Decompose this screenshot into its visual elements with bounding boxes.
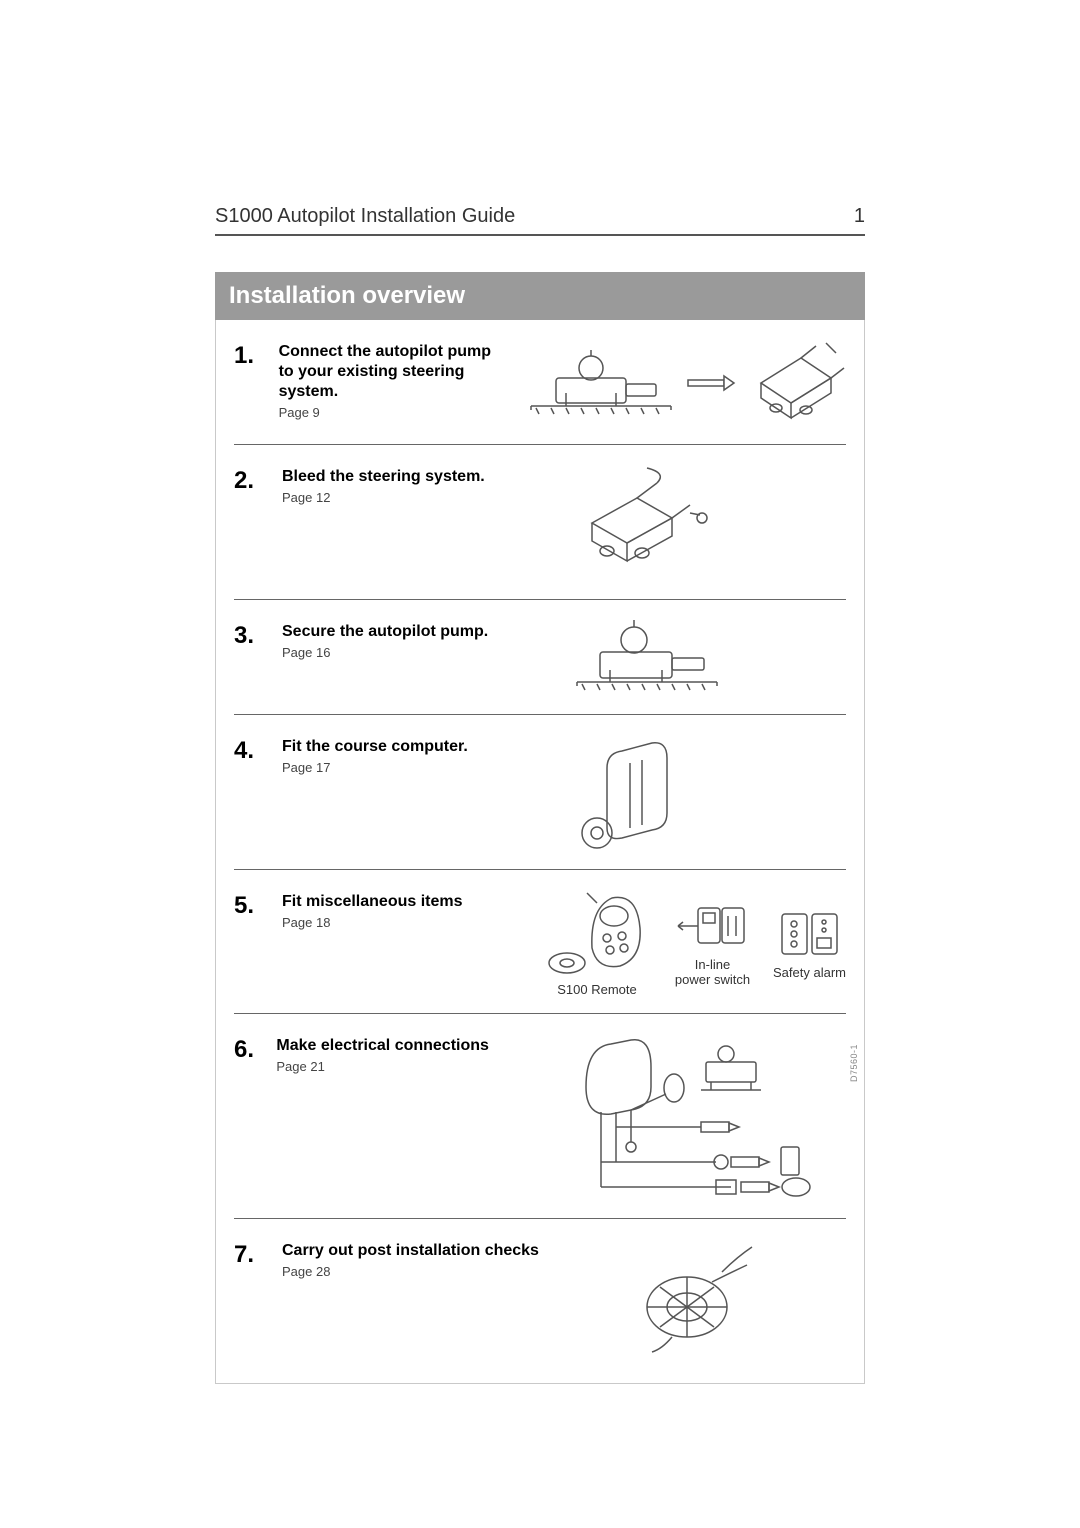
- step-text: Connect the autopilot pump to your exist…: [279, 338, 520, 428]
- step-1: 1. Connect the autopilot pump to your ex…: [234, 320, 846, 445]
- step-title-line1: Connect the autopilot pump: [279, 342, 520, 362]
- safety-alarm-icon: [774, 906, 844, 961]
- step-number: 2.: [234, 463, 282, 583]
- step-title-line1: Make electrical connections: [276, 1036, 506, 1056]
- step-text: Fit miscellaneous items Page 18: [282, 888, 542, 997]
- step-3: 3. Secure the autopilot pump. Page 16: [234, 600, 846, 715]
- step-text: Fit the course computer. Page 17: [282, 733, 542, 853]
- step-text: Bleed the steering system. Page 12: [282, 463, 542, 583]
- page-number: 1: [854, 205, 865, 228]
- step-title-line1: Fit the course computer.: [282, 737, 542, 757]
- image-column: S100 Remote: [542, 888, 652, 997]
- section-title-bar: Installation overview: [215, 272, 865, 320]
- section-title: Installation overview: [229, 282, 465, 309]
- step-title-line2: to your existing steering system.: [279, 362, 520, 402]
- image-label: Safety alarm: [773, 965, 846, 980]
- step-page-ref: Page 17: [282, 760, 542, 775]
- step-images: [506, 1032, 846, 1202]
- page-header: S1000 Autopilot Installation Guide 1: [215, 205, 865, 236]
- step-images: [542, 618, 846, 698]
- image-column: In-line power switch: [668, 898, 758, 987]
- step-4: 4. Fit the course computer. Page 17: [234, 715, 846, 870]
- step-text: Make electrical connections Page 21: [276, 1032, 506, 1202]
- step-page-ref: Page 16: [282, 645, 542, 660]
- step-number: 3.: [234, 618, 282, 698]
- doc-reference: D7560-1: [849, 1044, 859, 1082]
- step-page-ref: Page 21: [276, 1059, 506, 1074]
- step-number: 4.: [234, 733, 282, 853]
- step-7: 7. Carry out post installation checks Pa…: [234, 1219, 846, 1373]
- step-text: Secure the autopilot pump. Page 16: [282, 618, 542, 698]
- step-title-line1: Fit miscellaneous items: [282, 892, 542, 912]
- step-images: [542, 1237, 846, 1357]
- image-column: Safety alarm: [773, 906, 846, 980]
- step-title-line1: Carry out post installation checks: [282, 1241, 542, 1261]
- step-title-line1: Bleed the steering system.: [282, 467, 542, 487]
- overview-box: 1. Connect the autopilot pump to your ex…: [215, 320, 865, 1384]
- step-6: 6. Make electrical connections Page 21: [234, 1014, 846, 1219]
- image-label: In-line power switch: [675, 957, 750, 987]
- image-label: S100 Remote: [557, 982, 637, 997]
- step-number: 7.: [234, 1237, 282, 1357]
- helm-check-icon: [632, 1237, 762, 1357]
- header-title: S1000 Autopilot Installation Guide: [215, 205, 515, 228]
- pump-bleed-icon: [572, 463, 712, 583]
- step-title-line1: Secure the autopilot pump.: [282, 622, 542, 642]
- page: S1000 Autopilot Installation Guide 1 Ins…: [0, 0, 1080, 1528]
- arrow-right-icon: [686, 373, 736, 393]
- step-page-ref: Page 12: [282, 490, 542, 505]
- step-images: S100 Remote: [542, 888, 846, 997]
- wiring-icon: [516, 1032, 846, 1202]
- step-page-ref: Page 9: [279, 405, 520, 420]
- step-2: 2. Bleed the steering system. Page 12: [234, 445, 846, 600]
- step-5: 5. Fit miscellaneous items Page 18: [234, 870, 846, 1014]
- step-page-ref: Page 28: [282, 1264, 542, 1279]
- step-number: 5.: [234, 888, 282, 997]
- step-images: [520, 338, 846, 428]
- pump-secure-icon: [572, 618, 722, 698]
- step-text: Carry out post installation checks Page …: [282, 1237, 542, 1357]
- power-switch-icon: [668, 898, 758, 953]
- step-images: [542, 463, 846, 583]
- pump-connector-icon: [746, 338, 846, 428]
- course-computer-icon: [572, 733, 692, 853]
- step-number: 6.: [234, 1032, 276, 1202]
- step-page-ref: Page 18: [282, 915, 542, 930]
- remote-icon: [542, 888, 652, 978]
- pump-on-mount-icon: [526, 348, 676, 418]
- step-number: 1.: [234, 338, 279, 428]
- step-images: [542, 733, 846, 853]
